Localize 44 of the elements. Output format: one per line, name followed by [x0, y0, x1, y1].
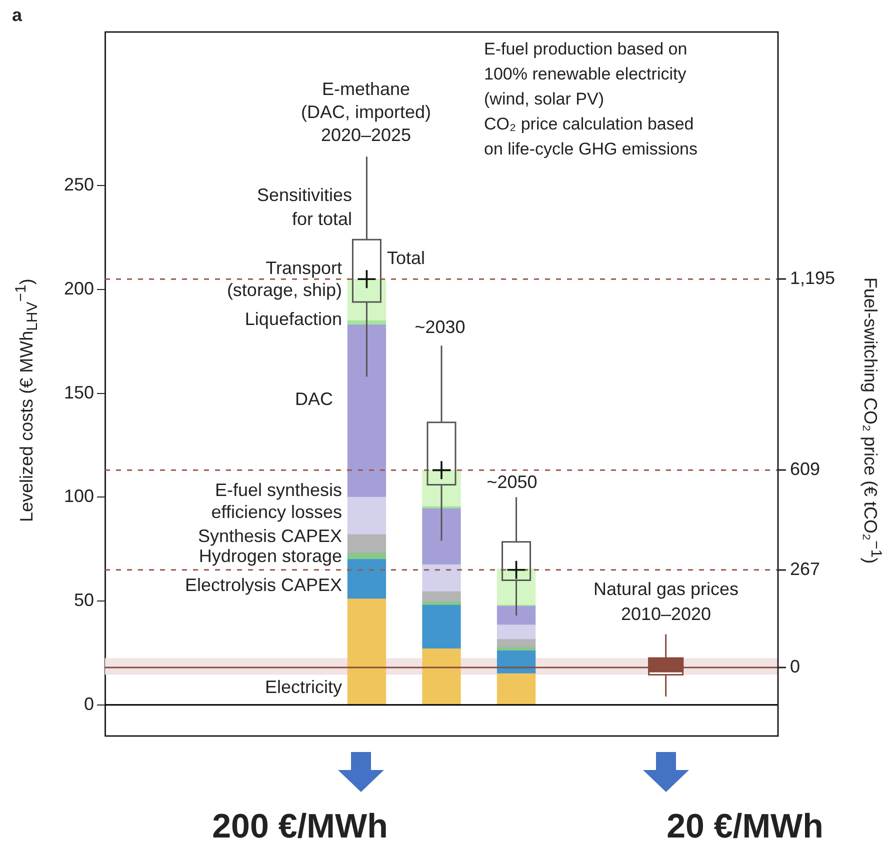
series-label: Transport (storage, ship) — [226, 258, 342, 300]
y-tick-label: 0 — [84, 694, 94, 714]
bar — [422, 602, 461, 606]
text: 20 €/MWh — [666, 807, 824, 846]
series-label: Hydrogen storage — [198, 546, 342, 566]
annotation: Total — [387, 248, 426, 268]
series-label: Liquefaction — [244, 308, 342, 329]
bar — [422, 604, 461, 650]
chart-title: a — [12, 4, 23, 25]
series-label: Electricity — [264, 676, 342, 697]
bar — [347, 324, 386, 498]
bar — [347, 496, 386, 535]
bar — [422, 591, 461, 602]
text: 609 — [790, 458, 820, 479]
series-label: DAC — [294, 388, 333, 409]
y-tick-label: 100 — [64, 486, 94, 506]
bar — [496, 606, 536, 626]
bar — [422, 508, 461, 566]
y-tick-label: 200 — [64, 278, 94, 298]
series-label: E-fuel synthesis efficiency losses — [211, 480, 342, 522]
text: 1,195 — [790, 268, 836, 288]
bar — [496, 624, 536, 640]
y-tick-label: 150 — [64, 382, 94, 402]
annotation: ~2030 — [414, 316, 466, 337]
bar — [422, 648, 461, 705]
text: 0 — [790, 656, 800, 676]
text: 267 — [790, 558, 820, 579]
annotation: E-fuel production based on 100% renewable electricity (wind, solar PV) CO₂ price calculation based on life-cycle GHG emissions — [484, 40, 698, 159]
annotation: ~2050 — [486, 472, 538, 492]
bar — [347, 559, 386, 600]
bar — [496, 639, 536, 648]
bar — [496, 673, 536, 705]
bar — [422, 564, 461, 592]
bar — [496, 650, 536, 674]
annotation: E-methane (DAC, imported) 2020–2025 — [300, 78, 432, 145]
y-tick-label: 50 — [74, 590, 94, 610]
y-tick-label: 250 — [64, 174, 94, 195]
annotation: Sensitivities for total — [256, 184, 352, 229]
series-label: Electrolysis CAPEX — [184, 574, 342, 595]
text: 200 €/MWh — [212, 807, 388, 846]
bar — [347, 598, 386, 705]
bar — [347, 534, 386, 554]
annotation: Natural gas prices 2010–2020 — [593, 578, 739, 624]
series-label: Synthesis CAPEX — [198, 526, 342, 546]
